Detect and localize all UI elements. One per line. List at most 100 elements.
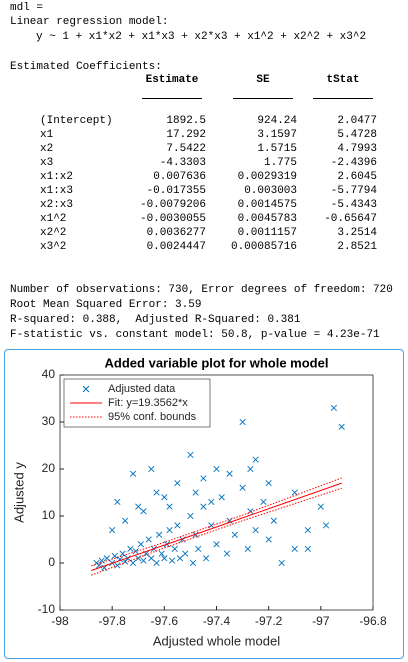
data-point [98,557,105,564]
data-point [153,489,160,496]
cell: 1892.5 [166,115,206,127]
cell: -0.0030055 [139,213,206,225]
legend-label: Adjusted data [108,383,176,395]
data-point [187,451,194,459]
data-point [213,541,220,548]
legend-marker [82,385,90,393]
row-name: x2:x3 [40,199,74,211]
data-point [137,541,144,548]
x-tick-label: -97.4 [203,614,231,628]
data-point [231,531,238,538]
data-point [192,489,199,496]
data-point [109,526,116,534]
data-point [114,498,121,506]
cell: -0.017355 [146,185,206,197]
y-tick-label: 10 [42,508,56,522]
data-point [223,550,231,557]
data-point [129,470,137,477]
column-header: Estimate [145,74,199,86]
data-point [145,536,152,543]
cell: -0.65647 [324,213,377,225]
stat-line: F-statistic vs. constant model: 50.8, p-… [10,329,380,341]
data-point [195,545,202,553]
cell: 0.0014575 [237,199,297,211]
chart-title: Added variable plot for whole model [105,355,329,370]
data-point [252,526,259,534]
header-rule [233,98,293,99]
data-point [278,559,285,567]
data-point [182,550,189,557]
x-axis-label: Adjusted whole model [153,633,280,648]
cell: 0.0036277 [146,227,206,239]
cell: 0.003003 [244,185,297,197]
data-point [213,465,220,473]
data-point [200,503,207,510]
cell: 0.0029319 [237,171,297,183]
data-point [155,531,163,538]
data-point [140,557,147,564]
data-point [176,555,184,562]
cell: 924.24 [257,115,297,127]
cell: 1.5715 [257,143,297,155]
data-point [239,418,246,426]
x-tick-label: -96.8 [359,614,387,628]
cell: 3.1597 [257,129,297,141]
cell: 2.6045 [337,171,377,183]
row-name: x1 [40,129,54,141]
data-point [317,503,324,510]
data-point [265,479,272,487]
figure-panel[interactable] [4,349,404,659]
header-rule [142,98,202,99]
data-point [111,552,118,560]
data-point [119,550,126,557]
column-header: SE [256,74,270,86]
legend-label: 95% conf. bounds [108,411,197,423]
data-point [158,550,165,557]
x-tick-label: -97 [312,614,330,628]
cell: -5.4343 [330,199,377,211]
data-point [192,531,199,538]
data-point [226,470,233,477]
data-point [338,423,345,430]
chart: Added variable plot for whole model Adjus… [11,355,387,648]
cell: -4.3303 [159,157,206,169]
y-tick-label: 40 [42,367,56,381]
data-point [135,503,142,510]
stat-line: Root Mean Squared Error: 3.59 [10,299,202,311]
data-point [200,475,207,482]
cell: 3.2514 [337,227,377,239]
data-point [270,517,278,524]
data-point [202,555,210,562]
y-tick-label: 0 [48,555,55,569]
data-point [252,456,259,463]
cell: 0.007636 [153,171,206,183]
y-axis-label: Adjusted y [11,462,26,523]
cell: 0.0024447 [146,241,206,253]
data-point [291,545,298,553]
row-name: x3 [40,157,54,169]
data-point [161,555,168,562]
cell: 5.4728 [337,129,377,141]
y-tick-label: 20 [42,461,56,475]
data-point [174,522,181,529]
formula: y ~ 1 + x1*x2 + x1*x3 + x2*x3 + x1^2 + x… [36,31,367,43]
var-name: mdl = [10,2,44,14]
cell: 0.0045783 [237,213,297,225]
axes-box [59,374,374,611]
cell: 2.0477 [337,115,377,127]
data-point [140,508,147,515]
cell: 7.5422 [166,143,206,155]
data-point [247,465,254,473]
cell: -2.4396 [330,157,377,169]
data-point [129,559,137,567]
data-point [218,494,225,501]
data-point [187,512,194,520]
row-name: (Intercept) [40,115,113,127]
data-point [304,545,311,553]
data-point [208,522,215,529]
data-point [260,498,267,506]
data-point [169,557,176,564]
cell: -0.0079206 [139,199,206,211]
data-point [148,555,155,562]
column-header: tStat [326,74,360,86]
